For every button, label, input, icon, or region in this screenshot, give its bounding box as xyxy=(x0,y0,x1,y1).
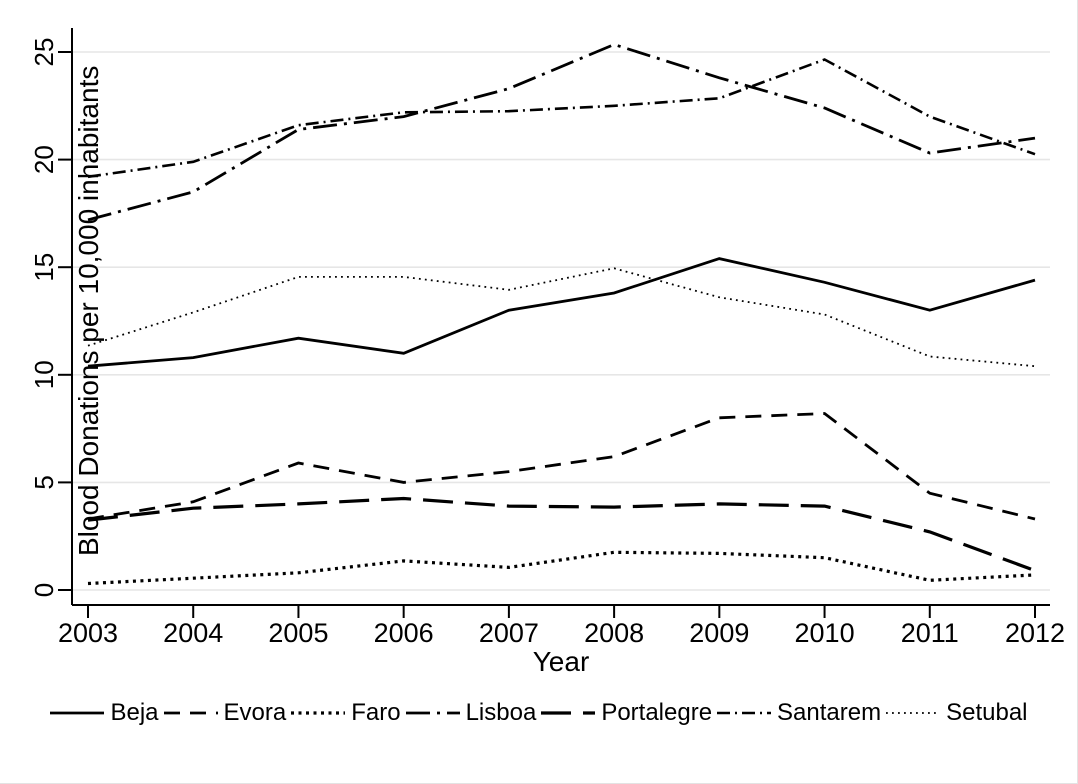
legend-item-portalegre: Portalegre xyxy=(541,699,712,727)
x-tick-label-2005: 2005 xyxy=(268,618,328,648)
legend-label-santarem: Santarem xyxy=(777,699,882,726)
y-tick-label-0: 0 xyxy=(29,583,59,597)
series-line-lisboa xyxy=(87,43,1036,222)
legend-item-santarem: Santarem xyxy=(717,699,881,727)
x-axis-title: Year xyxy=(532,646,590,677)
x-tick-label-2007: 2007 xyxy=(479,618,539,648)
legend-label-evora: Evora xyxy=(223,699,287,726)
legend-line-sample-setubal xyxy=(886,712,941,714)
legend-line-sample-santarem xyxy=(717,711,772,715)
y-tick-label-25: 25 xyxy=(29,38,59,67)
legend-item-beja: Beja xyxy=(50,699,159,727)
legend-item-evora: Evora xyxy=(163,699,287,727)
legend-label-lisboa: Lisboa xyxy=(465,699,537,726)
legend-line-sample-portalegre xyxy=(541,711,596,715)
legend-item-faro: Faro xyxy=(291,699,401,727)
x-tick-label-2003: 2003 xyxy=(58,618,118,648)
x-tick-label-2006: 2006 xyxy=(374,618,434,648)
series-line-setubal xyxy=(87,267,1036,368)
series-line-evora xyxy=(87,412,1036,521)
legend-line-sample-faro xyxy=(291,711,346,715)
y-tick-label-20: 20 xyxy=(29,145,59,174)
legend-item-lisboa: Lisboa xyxy=(405,699,537,727)
plot-area: 0 5 10 15 20 25 2003 2004 2005 2006 2007 2008 2009 20… xyxy=(29,28,1065,648)
y-axis-title: Blood Donations per 10,000 inhabitants xyxy=(73,65,104,556)
series-line-beja xyxy=(87,257,1036,368)
x-tick-label-2004: 2004 xyxy=(163,618,223,648)
series-line-portalegre xyxy=(87,496,1036,573)
y-tick-label-5: 5 xyxy=(29,475,59,489)
legend-line-sample-beja xyxy=(50,711,105,715)
x-tick-label-2009: 2009 xyxy=(689,618,749,648)
legend-label-faro: Faro xyxy=(351,699,401,726)
series-line-santarem xyxy=(87,58,1036,179)
x-tick-label-2008: 2008 xyxy=(584,618,644,648)
legend-label-portalegre: Portalegre xyxy=(601,699,713,726)
y-tick-label-15: 15 xyxy=(29,253,59,282)
x-tick-label-2011: 2011 xyxy=(901,618,959,648)
x-tick-label-2012: 2012 xyxy=(1005,618,1065,648)
x-tick-label-2010: 2010 xyxy=(795,618,855,648)
legend-line-sample-evora xyxy=(163,711,218,715)
legend-item-setubal: Setubal xyxy=(886,699,1028,727)
legend: Beja Evora Faro Lisboa Portalegre Santarem Set… xyxy=(0,699,1077,727)
legend-line-sample-lisboa xyxy=(405,711,460,715)
series-line-faro xyxy=(87,550,1036,586)
legend-label-setubal: Setubal xyxy=(946,699,1028,726)
y-tick-label-10: 10 xyxy=(29,360,59,389)
legend-label-beja: Beja xyxy=(110,699,159,726)
